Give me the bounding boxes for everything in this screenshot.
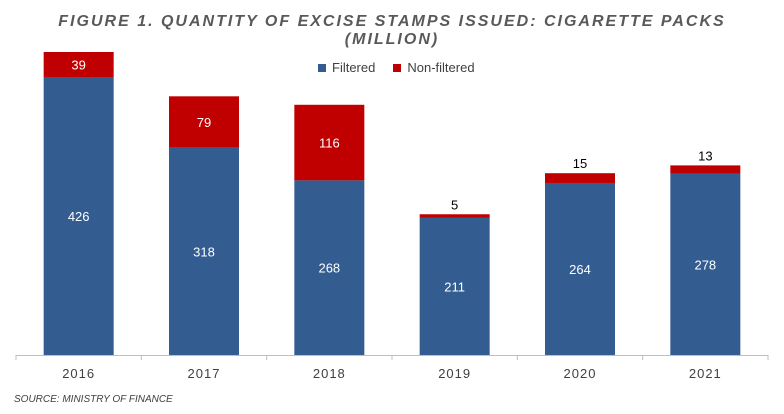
bar-filtered-2020: [545, 182, 615, 355]
data-label-filtered-2019: 211: [444, 279, 465, 294]
bar-non-filtered-2017: [169, 96, 239, 148]
data-label-non-filtered-2018: 116: [319, 136, 340, 151]
x-tick-label-2016: 2016: [62, 366, 95, 381]
data-label-filtered-2016: 426: [68, 209, 90, 224]
bar-filtered-2018: [294, 180, 365, 355]
legend-item-filtered: Filtered: [318, 60, 375, 75]
x-tick-label-2021: 2021: [689, 366, 722, 381]
bar-non-filtered-2021: [670, 165, 741, 174]
data-label-filtered-2020: 264: [569, 262, 591, 277]
legend-label-non-filtered: Non-filtered: [407, 60, 475, 75]
data-label-non-filtered-2020: 15: [573, 156, 587, 171]
legend-item-non-filtered: Non-filtered: [393, 60, 475, 75]
data-label-filtered-2021: 278: [694, 257, 716, 272]
bar-non-filtered-2018: [294, 104, 365, 181]
source-note: SOURCE: MINISTRY OF FINANCE: [14, 394, 173, 405]
legend-swatch-non-filtered: [393, 63, 402, 72]
bar-filtered-2019: [419, 217, 490, 355]
bar-non-filtered-2016: [43, 52, 114, 78]
data-label-filtered-2017: 318: [193, 244, 215, 259]
x-tick-label-2019: 2019: [438, 366, 471, 381]
data-label-filtered-2018: 268: [318, 261, 340, 276]
legend-swatch-filtered: [318, 63, 326, 72]
legend-label-filtered: Filtered: [332, 60, 376, 75]
chart-title: FIGURE 1. QUANTITY OF EXCISE STAMPS ISSU…: [58, 13, 726, 30]
data-label-non-filtered-2017: 79: [197, 115, 211, 130]
chart-title-unit: (MILLION): [344, 31, 440, 48]
data-label-non-filtered-2021: 13: [698, 148, 712, 163]
data-label-non-filtered-2019: 5: [451, 197, 458, 212]
bar-non-filtered-2019: [419, 214, 490, 218]
x-tick-label-2018: 2018: [313, 366, 346, 381]
data-label-non-filtered-2016: 39: [71, 58, 85, 73]
bar-filtered-2016: [43, 77, 114, 355]
bar-filtered-2017: [169, 147, 239, 355]
bar-non-filtered-2020: [545, 173, 615, 183]
bar-filtered-2021: [670, 173, 741, 355]
x-tick-label-2017: 2017: [188, 366, 221, 381]
legend: Filtered Non-filtered: [318, 60, 493, 75]
x-tick-label-2020: 2020: [564, 366, 597, 381]
